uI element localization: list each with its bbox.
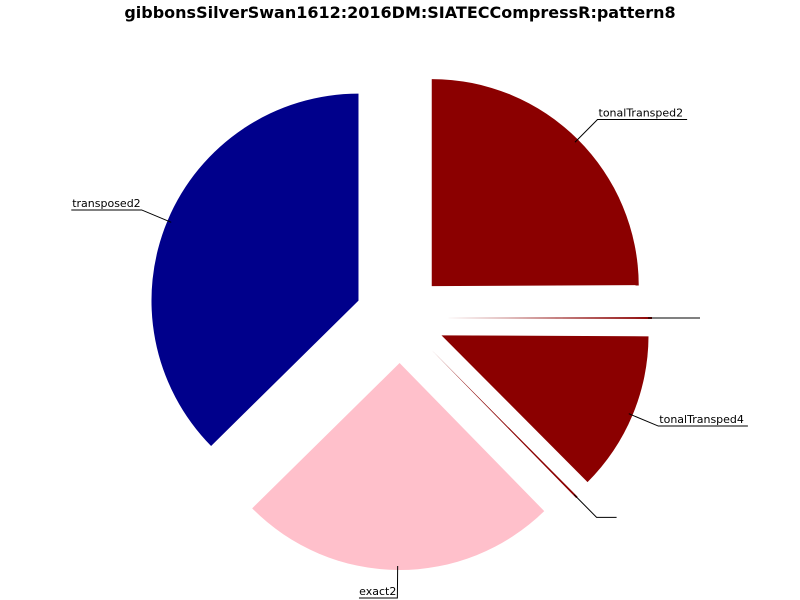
slice-label-tonalTransped4: tonalTransped4 — [659, 413, 744, 426]
slice-label-transposed2: transposed2 — [72, 197, 140, 210]
pie-slice-transposed2 — [151, 93, 359, 446]
leader-line-3 — [573, 494, 617, 518]
leader-line-transposed2 — [71, 209, 172, 223]
pie-slice-1 — [445, 317, 653, 319]
pie-labels: tonalTransped2 tonalTransped4 exact2 transp… — [71, 107, 748, 599]
leader-line-tonalTransped4 — [628, 413, 748, 427]
slice-label-exact2: exact2 — [359, 585, 396, 598]
pie-slices — [151, 79, 653, 570]
chart-title: gibbonsSilverSwan1612:2016DM:SIATECCompr… — [124, 3, 676, 22]
pie-slice-3 — [431, 350, 578, 499]
pie-slice-tonalTransped2 — [431, 79, 639, 287]
slice-label-tonalTransped2: tonalTransped2 — [599, 107, 684, 120]
leader-line-tonalTransped2 — [574, 119, 688, 143]
pie-slice-exact2 — [252, 362, 545, 570]
pie-slice-tonalTransped4 — [441, 335, 649, 483]
leader-line-exact2 — [358, 565, 399, 599]
